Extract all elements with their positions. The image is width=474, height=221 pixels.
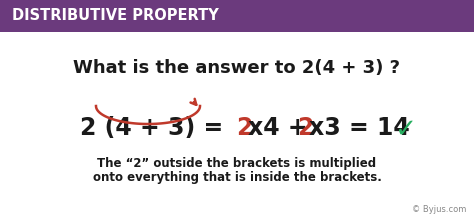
- Text: x3 = 14: x3 = 14: [309, 116, 410, 140]
- Text: © Byjus.com: © Byjus.com: [411, 205, 466, 214]
- Text: onto everything that is inside the brackets.: onto everything that is inside the brack…: [92, 170, 382, 183]
- Text: 2: 2: [297, 116, 313, 140]
- Text: DISTRIBUTIVE PROPERTY: DISTRIBUTIVE PROPERTY: [12, 8, 219, 23]
- Text: What is the answer to 2(4 + 3) ?: What is the answer to 2(4 + 3) ?: [73, 59, 401, 77]
- Text: ✓: ✓: [394, 117, 416, 143]
- Text: 2 (4 + 3) =: 2 (4 + 3) =: [80, 116, 231, 140]
- FancyBboxPatch shape: [0, 0, 474, 32]
- Text: x4 +: x4 +: [248, 116, 316, 140]
- Text: The “2” outside the brackets is multiplied: The “2” outside the brackets is multipli…: [98, 156, 376, 170]
- Text: 2: 2: [236, 116, 252, 140]
